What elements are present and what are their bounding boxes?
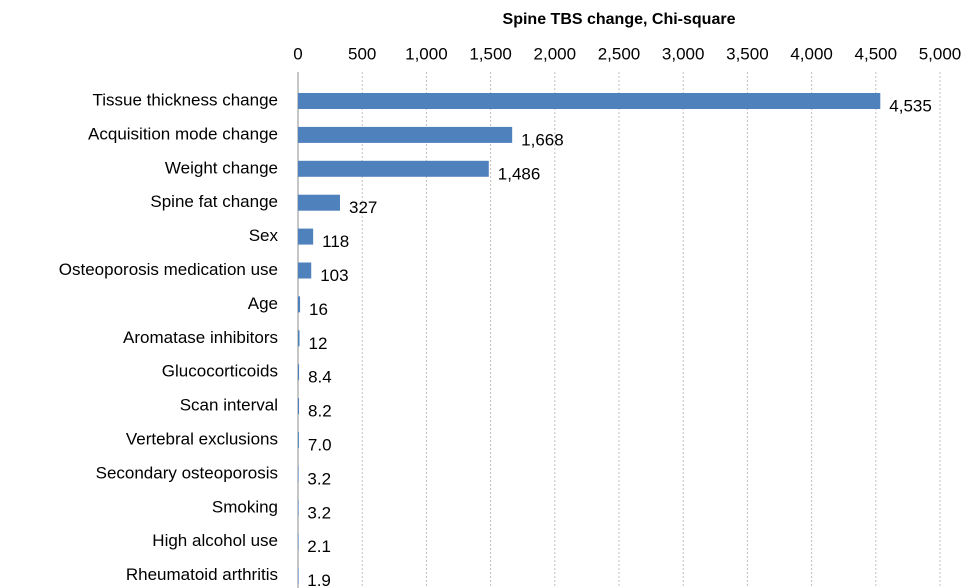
data-label: 3.2 <box>307 503 331 522</box>
x-tick-label: 2,000 <box>534 44 577 63</box>
axis-title: Spine TBS change, Chi-square <box>503 11 736 28</box>
y-tick-label: Acquisition mode change <box>88 124 278 143</box>
bar <box>298 465 299 482</box>
bar <box>298 330 300 347</box>
data-label: 2.1 <box>307 537 331 556</box>
y-tick-label: Vertebral exclusions <box>126 429 278 448</box>
bar <box>298 228 314 245</box>
data-label: 4,535 <box>889 96 932 115</box>
bar <box>298 296 301 313</box>
x-tick-label: 3,000 <box>662 44 705 63</box>
y-tick-label: Smoking <box>212 497 278 516</box>
bar <box>298 364 300 381</box>
data-label: 1,486 <box>498 164 541 183</box>
bar <box>298 160 489 177</box>
data-label: 1.9 <box>307 571 331 588</box>
bar <box>298 93 881 109</box>
data-label: 8.4 <box>308 368 332 387</box>
bar <box>298 432 299 448</box>
x-tick-label: 500 <box>348 44 376 63</box>
y-tick-label: Glucocorticoids <box>162 362 278 381</box>
bar <box>298 533 299 550</box>
y-tick-label: Rheumatoid arthritis <box>126 565 278 584</box>
y-tick-label: Weight change <box>165 158 278 177</box>
data-label: 327 <box>349 198 377 217</box>
x-tick-label: 2,500 <box>598 44 641 63</box>
y-tick-label: Scan interval <box>180 396 278 415</box>
data-label: 3.2 <box>307 469 331 488</box>
y-tick-label: Secondary osteoporosis <box>96 463 278 482</box>
x-tick-label: 1,000 <box>405 44 448 63</box>
bar <box>298 567 299 584</box>
bar <box>298 194 340 211</box>
bar <box>298 126 513 143</box>
bar <box>298 262 312 279</box>
y-tick-label: Tissue thickness change <box>92 90 278 109</box>
y-tick-label: Sex <box>249 226 279 245</box>
x-tick-label: 5,000 <box>919 44 962 63</box>
y-tick-label: Age <box>248 294 278 313</box>
x-tick-label: 4,500 <box>855 44 898 63</box>
x-tick-label: 4,000 <box>790 44 833 63</box>
data-label: 12 <box>309 334 328 353</box>
data-label: 103 <box>320 266 348 285</box>
y-tick-label: Aromatase inhibitors <box>123 328 278 347</box>
data-label: 16 <box>309 300 328 319</box>
data-label: 7.0 <box>308 435 332 454</box>
y-tick-label: High alcohol use <box>152 531 278 550</box>
data-label: 118 <box>322 232 349 251</box>
data-label: 8.2 <box>308 402 332 421</box>
bar <box>298 398 300 415</box>
bar <box>298 499 299 516</box>
x-tick-label: 3,500 <box>726 44 769 63</box>
x-tick-label: 0 <box>293 44 302 63</box>
y-tick-label: Spine fat change <box>150 192 278 211</box>
x-tick-label: 1,500 <box>469 44 512 63</box>
y-tick-label: Osteoporosis medication use <box>59 260 278 279</box>
data-label: 1,668 <box>521 130 564 149</box>
